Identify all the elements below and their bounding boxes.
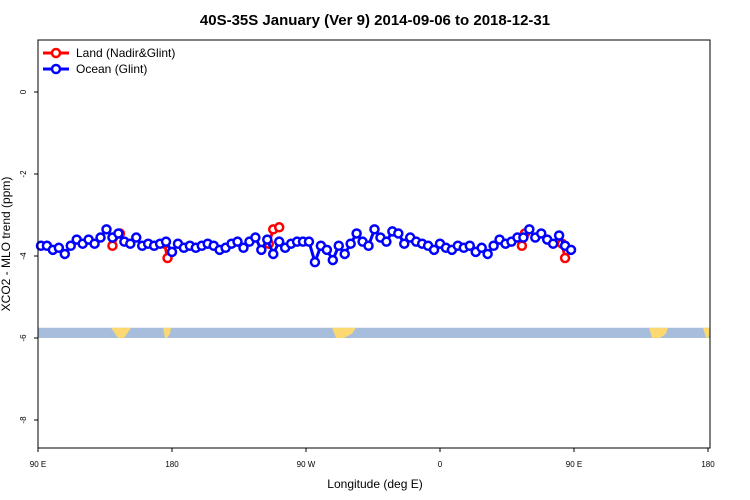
data-point	[488, 240, 499, 251]
plot-frame	[37, 39, 711, 449]
land-patch	[332, 327, 356, 338]
land-patch	[111, 327, 131, 338]
axes: 90 E 180 90 W 0 90 E 180 0 -2 -4 -6 -8	[19, 89, 715, 469]
data-point	[101, 224, 112, 235]
legend-marker-ocean	[50, 63, 62, 75]
x-tick-label: 90 E	[30, 460, 46, 469]
data-point	[262, 234, 273, 245]
data-point	[309, 256, 321, 268]
land-patch	[163, 327, 171, 338]
data-point	[428, 244, 440, 256]
legend-label-ocean: Ocean (Glint)	[76, 62, 147, 76]
data-point	[363, 240, 374, 251]
data-point	[482, 248, 493, 260]
data-point	[547, 238, 559, 249]
x-tick-label: 0	[438, 460, 443, 469]
data-point	[393, 228, 404, 239]
data-point	[327, 254, 339, 266]
data-point	[303, 236, 315, 247]
data-point	[464, 240, 476, 251]
data-point	[107, 240, 118, 251]
data-point	[339, 248, 350, 260]
y-tick-label: -2	[19, 170, 28, 178]
legend-label-land: Land (Nadir&Glint)	[76, 46, 175, 60]
x-tick-label: 180	[165, 460, 179, 469]
data-point	[131, 232, 142, 243]
y-tick-label: -8	[19, 416, 28, 424]
data-point	[238, 242, 249, 254]
legend-marker-land	[50, 47, 62, 59]
data-point	[95, 232, 106, 243]
data-point	[113, 228, 124, 239]
data-point	[476, 242, 487, 254]
legend: Land (Nadir&Glint) Ocean (Glint)	[43, 46, 175, 76]
data-point	[273, 236, 285, 247]
data-point	[65, 240, 77, 251]
x-axis-label: Longitude (deg E)	[327, 477, 422, 491]
data-point	[321, 244, 333, 256]
data-point	[518, 232, 529, 243]
data-point	[535, 228, 547, 239]
data-point	[516, 240, 528, 251]
land-patch	[649, 327, 668, 338]
data-point	[125, 238, 136, 249]
data-point	[267, 248, 279, 260]
y-tick-label: 0	[19, 89, 28, 94]
data-point	[351, 228, 362, 239]
x-tick-label: 90 W	[297, 460, 316, 469]
data-point	[59, 248, 71, 260]
data-point	[273, 222, 285, 233]
data-point	[559, 252, 571, 264]
data-point	[565, 244, 577, 256]
data-point	[232, 236, 243, 247]
data-point	[333, 240, 345, 251]
y-tick-label: -4	[19, 252, 28, 260]
data-point	[345, 238, 356, 249]
data-point	[53, 242, 65, 254]
data-point	[89, 238, 100, 249]
data-point	[160, 236, 172, 247]
x-tick-label: 90 E	[566, 460, 582, 469]
data-point	[553, 230, 565, 241]
data-point	[166, 246, 178, 258]
data-point	[369, 224, 380, 235]
data-point	[399, 238, 410, 249]
land-patch	[703, 327, 710, 338]
data-point	[256, 244, 267, 256]
ocean-band	[38, 327, 710, 338]
x-tick-label: 180	[701, 460, 715, 469]
land-ocean-band	[38, 327, 710, 338]
series-layer	[35, 222, 577, 268]
series-ocean	[35, 224, 577, 268]
y-tick-label: -6	[19, 334, 28, 342]
data-point	[381, 236, 392, 247]
y-axis-label: XCO2 - MLO trend (ppm)	[0, 177, 13, 312]
data-point	[524, 224, 535, 235]
data-point	[250, 232, 261, 243]
chart-title: 40S-35S January (Ver 9) 2014-09-06 to 20…	[200, 12, 550, 29]
